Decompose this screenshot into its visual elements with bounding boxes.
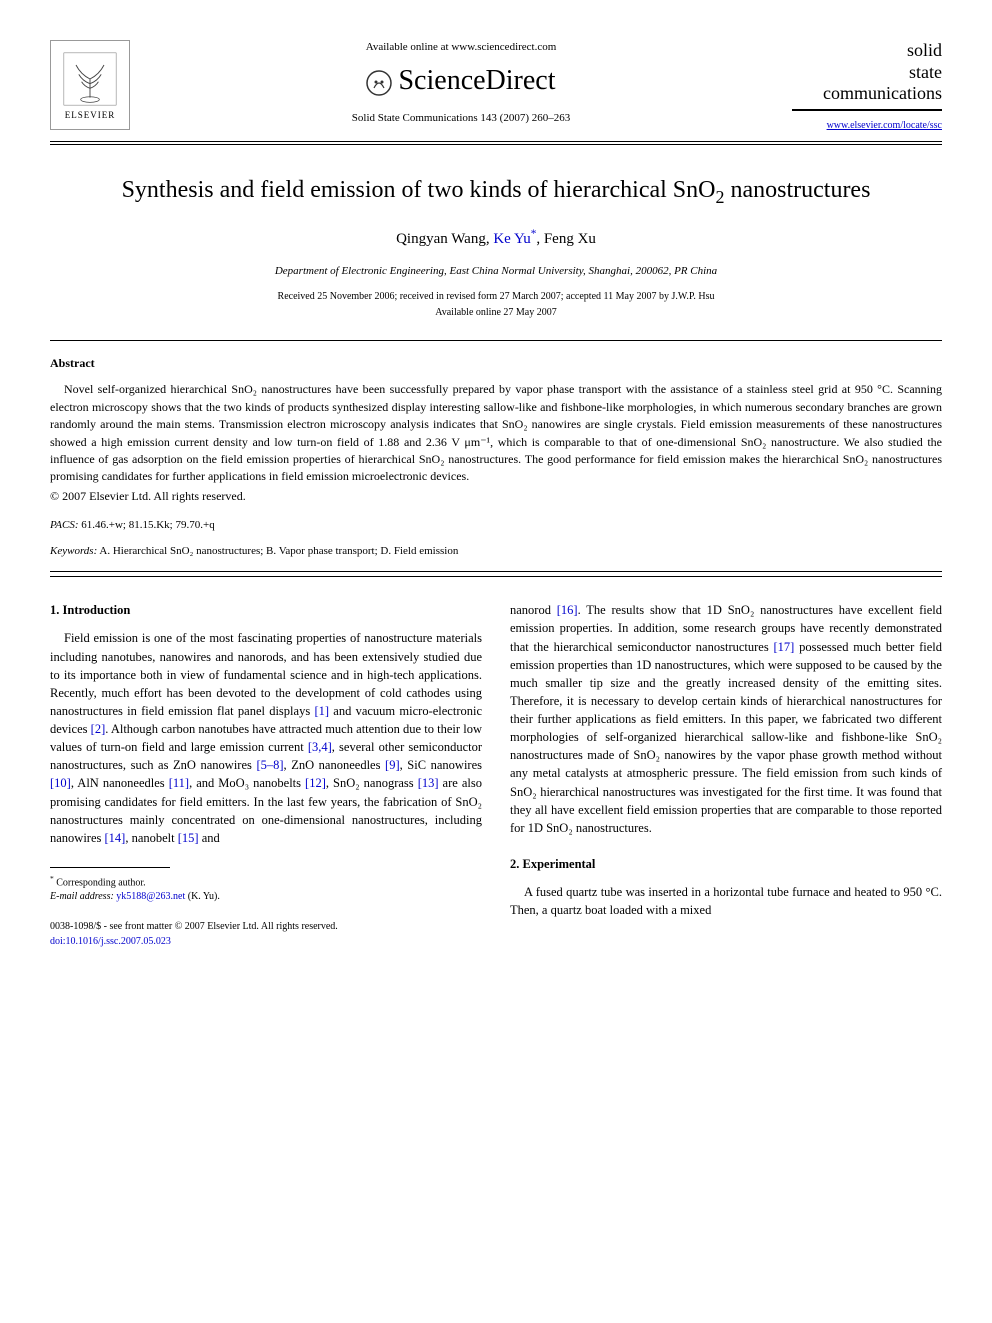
- left-column: 1. Introduction Field emission is one of…: [50, 601, 482, 949]
- divider: [50, 141, 942, 142]
- article-title: Synthesis and field emission of two kind…: [110, 175, 882, 209]
- abstract-text: Novel self-organized hierarchical SnO₂ n…: [50, 381, 942, 485]
- pacs-label: PACS:: [50, 519, 79, 531]
- keywords-values: A. Hierarchical SnO₂ nanostructures; B. …: [97, 545, 458, 557]
- publisher-name: ELSEVIER: [65, 109, 116, 122]
- divider: [50, 340, 942, 341]
- corresponding-author-footnote: * Corresponding author.: [50, 874, 482, 890]
- divider: [50, 144, 942, 145]
- section-heading-introduction: 1. Introduction: [50, 601, 482, 619]
- sciencedirect-icon: [366, 68, 392, 94]
- page-header: ELSEVIER Available online at www.science…: [50, 40, 942, 133]
- body-paragraph: nanorod [16]. The results show that 1D S…: [510, 601, 942, 837]
- divider: [50, 571, 942, 572]
- sciencedirect-text: ScienceDirect: [398, 61, 555, 100]
- journal-name: solid state communications: [792, 40, 942, 105]
- article-dates: Received 25 November 2006; received in r…: [50, 290, 942, 304]
- section-heading-experimental: 2. Experimental: [510, 855, 942, 873]
- citation-link[interactable]: [12]: [305, 776, 326, 790]
- journal-url-link[interactable]: www.elsevier.com/locate/ssc: [827, 120, 942, 131]
- author: Feng Xu: [544, 231, 596, 247]
- sciencedirect-logo: ScienceDirect: [150, 61, 772, 100]
- citation-link[interactable]: [9]: [385, 758, 400, 772]
- divider: [50, 576, 942, 577]
- body-columns: 1. Introduction Field emission is one of…: [50, 601, 942, 949]
- citation-link[interactable]: [3,4]: [308, 740, 332, 754]
- citation-link[interactable]: [17]: [774, 640, 795, 654]
- citation-link[interactable]: [13]: [418, 776, 439, 790]
- body-paragraph: A fused quartz tube was inserted in a ho…: [510, 883, 942, 919]
- email-footnote: E-mail address: yk5188@263.net (K. Yu).: [50, 890, 482, 904]
- citation-link[interactable]: [14]: [105, 831, 126, 845]
- corresponding-author[interactable]: Ke Yu*: [493, 231, 536, 247]
- keywords-label: Keywords:: [50, 545, 97, 557]
- citation-link[interactable]: [16]: [557, 603, 578, 617]
- pacs-values: 61.46.+w; 81.15.Kk; 79.70.+q: [79, 519, 215, 531]
- affiliation: Department of Electronic Engineering, Ea…: [50, 264, 942, 279]
- citation-link[interactable]: [10]: [50, 776, 71, 790]
- author: Qingyan Wang: [396, 231, 486, 247]
- available-online-text: Available online at www.sciencedirect.co…: [150, 40, 772, 55]
- citation-link[interactable]: [15]: [178, 831, 199, 845]
- citation-link[interactable]: [1]: [314, 704, 329, 718]
- citation-link[interactable]: [11]: [169, 776, 189, 790]
- available-online-date: Available online 27 May 2007: [50, 306, 942, 320]
- copyright-text: © 2007 Elsevier Ltd. All rights reserved…: [50, 488, 942, 505]
- pacs-line: PACS: 61.46.+w; 81.15.Kk; 79.70.+q: [50, 518, 942, 533]
- footnote-divider: [50, 867, 170, 868]
- front-matter-footer: 0038-1098/$ - see front matter © 2007 El…: [50, 920, 482, 949]
- keywords-line: Keywords: A. Hierarchical SnO₂ nanostruc…: [50, 544, 942, 559]
- body-paragraph: Field emission is one of the most fascin…: [50, 629, 482, 847]
- journal-reference: Solid State Communications 143 (2007) 26…: [150, 111, 772, 126]
- journal-title-box: solid state communications www.elsevier.…: [792, 40, 942, 133]
- authors-list: Qingyan Wang, Ke Yu*, Feng Xu: [50, 227, 942, 250]
- email-link[interactable]: yk5188@263.net: [116, 891, 185, 902]
- doi-link[interactable]: doi:10.1016/j.ssc.2007.05.023: [50, 936, 171, 947]
- elsevier-logo: ELSEVIER: [50, 40, 130, 130]
- citation-link[interactable]: [5–8]: [256, 758, 283, 772]
- abstract-label: Abstract: [50, 355, 942, 372]
- citation-link[interactable]: [2]: [91, 722, 106, 736]
- center-header: Available online at www.sciencedirect.co…: [130, 40, 792, 126]
- right-column: nanorod [16]. The results show that 1D S…: [510, 601, 942, 949]
- elsevier-tree-icon: [60, 49, 120, 109]
